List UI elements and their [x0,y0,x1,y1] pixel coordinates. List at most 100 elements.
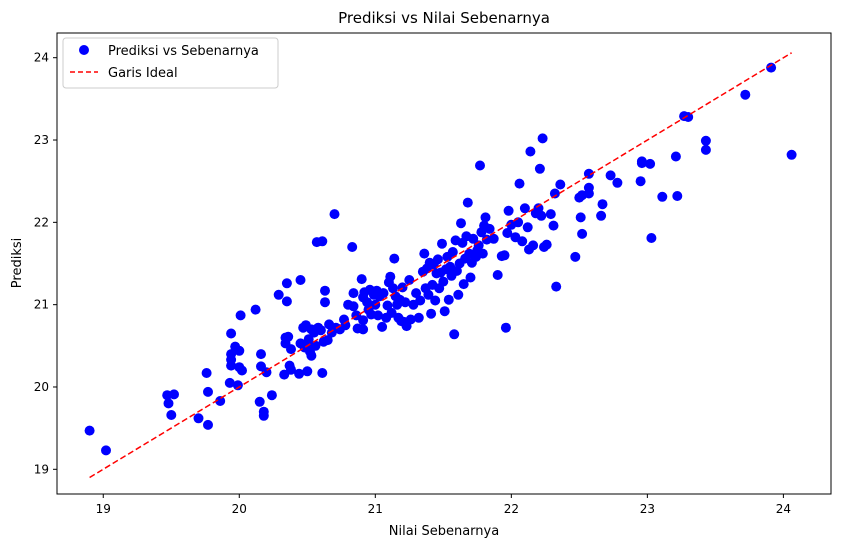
y-tick-label: 22 [34,215,49,229]
scatter-point [484,223,495,234]
scatter-point [443,294,454,305]
scatter-point [636,156,647,167]
scatter-point [499,250,510,261]
scatter-point [480,212,491,223]
scatter-point [310,340,321,351]
scatter-point [456,218,466,229]
scatter-point [462,197,473,208]
scatter-point [358,315,369,326]
legend-label-scatter: Prediksi vs Sebenarnya [108,44,259,59]
scatter-point [700,135,711,146]
scatter-point [646,233,657,243]
scatter-point [596,210,607,221]
scatter-point [537,133,548,144]
scatter-point [320,297,330,308]
y-tick-label: 21 [34,298,49,312]
scatter-point [169,389,179,400]
scatter-point [281,296,292,307]
scatter-point [605,170,616,181]
scatter-point [302,366,313,377]
scatter-point [545,209,556,220]
x-tick-label: 22 [504,502,519,516]
scatter-point [458,279,469,290]
scatter-point [415,295,426,306]
scatter-point [492,270,503,280]
scatter-point [645,158,656,169]
scatter-point [426,308,437,319]
scatter-point [306,350,317,361]
scatter-point [522,222,533,233]
scatter-point [404,275,415,285]
scatter-point [281,278,292,289]
scatter-point [101,445,111,456]
scatter-point [551,281,562,292]
scatter-point [388,283,398,294]
x-tick-label: 24 [776,502,791,516]
scatter-point [700,144,711,155]
scatter-point [320,285,330,296]
chart-title: Prediksi vs Nilai Sebenarnya [338,9,550,27]
scatter-point [256,349,266,360]
scatter-point [340,320,351,331]
scatter-point [250,304,261,315]
scatter-point [635,176,646,187]
axis-ticks: 19 20 21 22 23 24 19 20 21 22 23 24 [34,51,791,516]
scatter-point [348,301,359,312]
scatter-point [519,203,530,214]
scatter-point [266,390,277,401]
scatter-point [356,274,367,285]
y-tick-label: 24 [34,51,49,65]
scatter-point [203,386,213,397]
scatter-point [475,160,485,171]
scatter-point [315,325,326,336]
scatter-point [449,329,460,340]
scatter-point [548,220,559,231]
scatter-point [438,276,449,287]
scatter-point [432,254,443,265]
plot-frame [56,32,832,495]
scatter-point [358,324,369,335]
scatter-point [273,289,284,300]
scatter-point [453,289,464,300]
scatter-point [286,364,296,375]
scatter-point [670,151,681,162]
scatter-point [286,344,296,355]
x-tick-label: 23 [640,502,655,516]
scatter-point [786,149,797,160]
scatter-point [377,321,388,332]
scatter-point [570,251,581,262]
legend-label-ideal-line: Garis Ideal [108,66,178,81]
scatter-point [303,334,314,345]
scatter-point [385,271,396,282]
scatter-point [612,177,623,188]
scatter-point [347,242,358,252]
scatter-point [405,314,416,325]
scatter-point [283,331,294,342]
scatter-point [373,310,383,321]
scatter-point [294,368,305,379]
scatter-point [423,289,434,300]
scatter-point [235,310,246,321]
scatter-point [437,238,447,249]
scatter-point [411,288,422,299]
scatter-point [528,240,539,251]
scatter-point [468,233,479,244]
legend: Prediksi vs Sebenarnya Garis Ideal [62,37,279,89]
scatter-point [740,89,751,100]
scatter-point [215,396,226,406]
scatter-point [541,239,552,250]
ideal-line [89,52,792,479]
scatter-point [477,248,488,259]
scatter-point [536,210,547,221]
scatter-point [362,297,373,308]
scatter-point [575,212,586,223]
scatter-point [224,377,235,388]
scatter-point [348,288,359,299]
x-tick-label: 19 [96,502,111,516]
scatter-point [672,191,683,201]
y-tick-label: 19 [34,462,49,476]
scatter-point [439,306,450,317]
scatter-point [234,345,245,356]
scatter-point [514,178,525,189]
